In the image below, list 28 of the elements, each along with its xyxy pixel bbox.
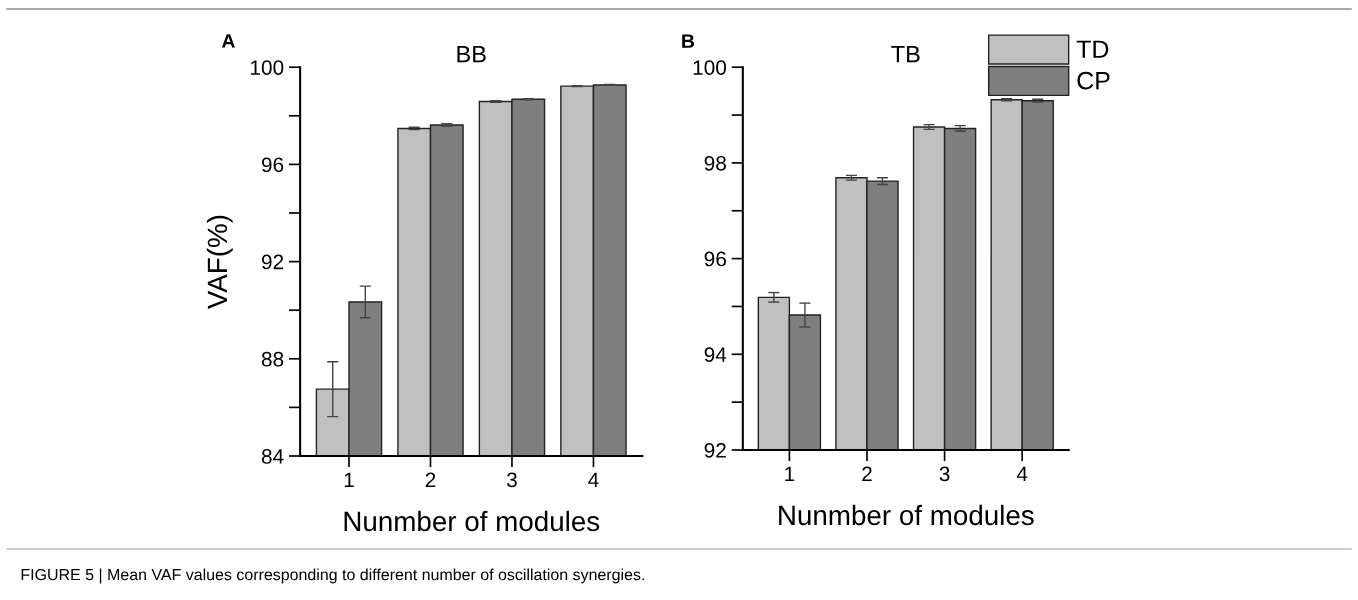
y-tick-label: 96 (261, 157, 284, 173)
x-tick-label: 3 (939, 466, 950, 482)
y-tick-label: 96 (704, 251, 726, 267)
y-tick-label: 94 (704, 347, 727, 363)
x-tick-label: 1 (344, 472, 354, 488)
y-axis-title: VAF(%) (206, 215, 233, 310)
y-tick-label: 100 (693, 60, 727, 75)
x-tick-label: 1 (785, 466, 795, 482)
y-tick-label: 98 (704, 155, 726, 171)
caption: FIGURE 5 | Mean VAF values corresponding to different number of oscillation synergies. (21, 568, 644, 584)
y-tick-label: 100 (250, 60, 284, 75)
chart-title: BB (457, 46, 486, 63)
y-tick-label: 88 (261, 351, 284, 367)
y-tick-label: 84 (261, 449, 284, 464)
legend-label: TD (1076, 40, 1109, 58)
x-axis-title: Nunmber of modules (344, 510, 600, 532)
x-tick-label: 4 (1016, 466, 1028, 482)
text: A (221, 34, 235, 48)
x-tick-label: 2 (862, 466, 872, 482)
x-tick-label: 4 (588, 472, 599, 488)
y-tick-label: 92 (704, 443, 726, 458)
x-tick-label: 2 (425, 472, 436, 488)
x-axis-title: Nunmber of modules (779, 504, 1034, 526)
chart-title: TB (891, 46, 920, 63)
x-tick-label: 3 (506, 472, 517, 488)
y-tick-label: 92 (261, 254, 284, 270)
text: B (682, 34, 695, 48)
legend-label: CP (1077, 71, 1110, 90)
